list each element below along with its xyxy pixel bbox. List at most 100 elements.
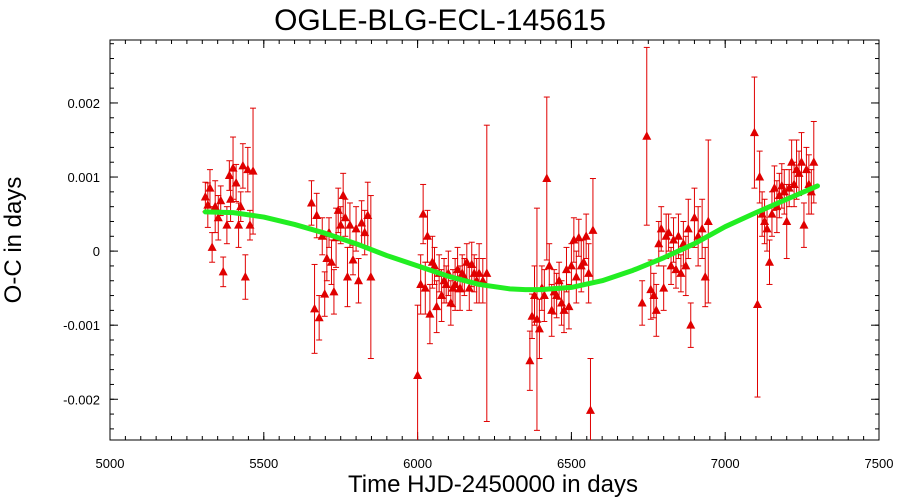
data-point [552, 290, 562, 300]
data-point [320, 289, 330, 298]
data-point [226, 194, 236, 203]
data-point [425, 309, 435, 318]
data-point [322, 253, 332, 263]
data-point [342, 272, 352, 281]
data-point [326, 257, 336, 266]
data-point [474, 268, 484, 277]
data-point [218, 266, 228, 276]
data-point [478, 275, 488, 285]
data-point [673, 231, 683, 240]
data-point [314, 312, 324, 322]
y-tick-label: 0.001 [67, 170, 100, 185]
chart-title: OGLE-BLG-ECL-145615 [274, 4, 606, 37]
data-point [654, 238, 664, 248]
data-point [236, 201, 246, 211]
data-point [676, 268, 686, 277]
data-point [683, 223, 693, 233]
data-point [482, 268, 492, 277]
data-point [462, 257, 472, 266]
data-point [455, 283, 465, 292]
data-point [574, 232, 584, 242]
data-point [646, 284, 656, 294]
data-point [689, 212, 699, 222]
data-point [203, 200, 213, 209]
data-point [467, 259, 477, 268]
data-point [420, 283, 430, 292]
data-point [571, 272, 581, 281]
data-point [525, 355, 535, 365]
data-point [779, 186, 789, 196]
data-point [794, 168, 804, 177]
data-point [418, 209, 428, 218]
data-point [686, 320, 696, 329]
data-point [240, 272, 250, 281]
data-point [664, 227, 674, 237]
data-point [752, 299, 762, 308]
x-tick-label: 5500 [249, 456, 278, 471]
data-point [760, 216, 770, 225]
data-point [566, 260, 576, 270]
data-point [559, 305, 569, 314]
data-point [432, 301, 442, 311]
data-point [801, 164, 811, 174]
data-point [789, 179, 799, 188]
data-point [659, 283, 669, 292]
data-points [200, 127, 819, 414]
data-point [642, 131, 652, 140]
data-point [441, 279, 451, 288]
y-tick-label: 0 [93, 244, 100, 259]
data-point [336, 220, 346, 229]
data-point [351, 223, 361, 233]
data-point [697, 223, 707, 233]
data-point [561, 264, 571, 274]
data-point [464, 283, 474, 292]
data-point [363, 210, 373, 220]
data-point [317, 231, 327, 240]
y-tick-label: 0.002 [67, 96, 100, 111]
data-point [557, 297, 567, 307]
data-point [762, 223, 772, 233]
data-point [360, 227, 370, 237]
data-point [248, 166, 258, 175]
data-point [649, 290, 659, 300]
data-point [413, 370, 423, 380]
data-point [345, 220, 355, 229]
data-point [234, 220, 244, 229]
data-point [437, 290, 447, 300]
data-point [564, 301, 574, 311]
x-tick-label: 6000 [403, 456, 432, 471]
data-point [774, 190, 784, 200]
data-point [585, 405, 595, 414]
data-point [749, 127, 759, 137]
data-point [238, 160, 248, 170]
data-point [769, 183, 779, 192]
data-point [584, 268, 594, 277]
data-point [306, 197, 316, 207]
y-axis-ticks: -0.002 -0.001 0 0.001 0.002 [63, 96, 879, 407]
data-point [529, 290, 539, 300]
data-point [453, 264, 463, 274]
data-point [207, 242, 217, 251]
data-point [348, 255, 358, 264]
data-point [213, 212, 223, 222]
data-point [700, 272, 710, 281]
data-point [542, 173, 552, 183]
x-tick-label: 6500 [557, 456, 586, 471]
data-point [544, 260, 554, 270]
data-point [422, 231, 432, 240]
data-point [366, 272, 376, 281]
data-point [222, 220, 232, 229]
data-point [809, 157, 819, 166]
data-point [354, 275, 364, 285]
error-bars [202, 46, 817, 440]
data-point [224, 170, 234, 180]
data-point [787, 157, 797, 166]
data-point [231, 177, 241, 187]
data-point [532, 314, 542, 323]
data-point [329, 286, 339, 296]
data-point [450, 279, 460, 288]
data-point [243, 164, 253, 174]
data-point [205, 183, 215, 192]
data-point [210, 201, 220, 211]
